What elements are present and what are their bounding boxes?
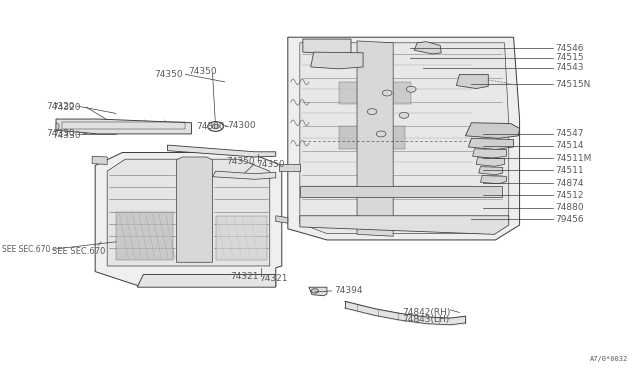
Polygon shape — [472, 149, 506, 158]
Circle shape — [311, 289, 319, 293]
Circle shape — [367, 109, 377, 115]
Polygon shape — [300, 186, 502, 197]
Polygon shape — [177, 157, 212, 262]
Text: 74547: 74547 — [555, 129, 584, 138]
Circle shape — [376, 131, 386, 137]
Text: 74320: 74320 — [46, 102, 75, 110]
Text: SEE SEC.670: SEE SEC.670 — [52, 247, 106, 256]
Text: 74515: 74515 — [555, 53, 584, 62]
Circle shape — [406, 86, 416, 92]
Text: 74350: 74350 — [154, 70, 183, 79]
Text: 74511: 74511 — [555, 166, 584, 175]
Text: 74350: 74350 — [227, 157, 255, 166]
Text: 74394: 74394 — [334, 286, 363, 295]
Polygon shape — [168, 145, 276, 157]
Polygon shape — [339, 82, 412, 104]
Text: 79456: 79456 — [555, 215, 584, 224]
Polygon shape — [309, 287, 327, 296]
Text: 74842(RH): 74842(RH) — [402, 308, 451, 317]
Text: A7/0*0032: A7/0*0032 — [589, 356, 628, 362]
Polygon shape — [456, 74, 488, 89]
Text: 74320: 74320 — [52, 103, 81, 112]
Polygon shape — [300, 43, 509, 234]
Circle shape — [382, 90, 392, 96]
Text: 74514: 74514 — [555, 141, 584, 150]
Text: SEE SEC.670: SEE SEC.670 — [2, 245, 51, 254]
Polygon shape — [138, 275, 276, 287]
Text: 74515N: 74515N — [555, 80, 591, 89]
Text: 74843(LH): 74843(LH) — [402, 315, 449, 324]
Text: 74543: 74543 — [555, 63, 584, 72]
Polygon shape — [95, 153, 282, 286]
Polygon shape — [357, 41, 393, 236]
Polygon shape — [303, 39, 351, 54]
Text: 74330: 74330 — [52, 131, 81, 140]
Text: 74512: 74512 — [555, 191, 584, 200]
Polygon shape — [276, 216, 288, 223]
Text: 74330: 74330 — [46, 129, 75, 138]
Polygon shape — [56, 123, 59, 130]
Polygon shape — [288, 37, 520, 240]
Polygon shape — [92, 156, 107, 164]
Text: 74511M: 74511M — [555, 154, 591, 163]
Circle shape — [208, 122, 223, 131]
Polygon shape — [479, 167, 503, 175]
Polygon shape — [465, 123, 520, 138]
Polygon shape — [212, 171, 276, 179]
Polygon shape — [481, 176, 506, 184]
Text: 74350: 74350 — [256, 160, 285, 169]
Polygon shape — [300, 216, 509, 234]
Text: 74546: 74546 — [555, 44, 584, 53]
Polygon shape — [116, 212, 173, 260]
Text: 74300: 74300 — [228, 121, 256, 130]
Circle shape — [399, 112, 409, 118]
Polygon shape — [310, 52, 363, 69]
Polygon shape — [279, 164, 300, 171]
Text: 74321: 74321 — [230, 272, 259, 280]
Polygon shape — [414, 42, 442, 54]
Text: 74350: 74350 — [188, 67, 217, 76]
Text: 74321: 74321 — [259, 274, 287, 283]
Polygon shape — [56, 119, 191, 134]
Text: 74874: 74874 — [555, 179, 584, 187]
Text: 74300: 74300 — [196, 122, 225, 131]
Circle shape — [212, 124, 219, 129]
Polygon shape — [339, 126, 405, 149]
Polygon shape — [107, 159, 269, 266]
Polygon shape — [476, 158, 504, 166]
Text: 74880: 74880 — [555, 203, 584, 212]
Polygon shape — [216, 216, 267, 260]
Polygon shape — [468, 138, 513, 150]
